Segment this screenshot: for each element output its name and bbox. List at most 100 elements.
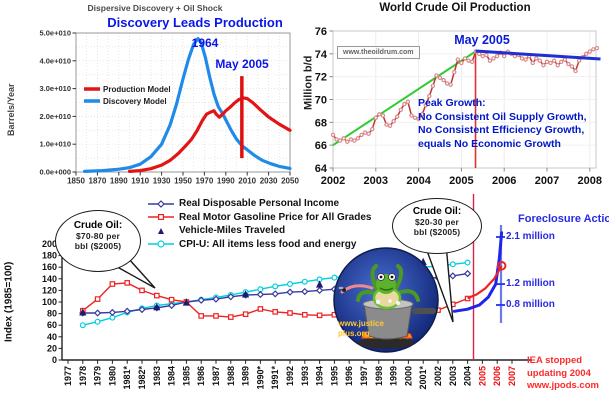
legend-item-cpiu: CPI-U: All items less food and energy <box>146 238 371 252</box>
fly-wing <box>338 286 344 290</box>
data-point-marker <box>302 311 308 318</box>
tick-label: 68 <box>315 117 327 129</box>
data-point-marker <box>123 307 131 315</box>
data-point-marker <box>559 59 564 65</box>
tick-label: 160 <box>42 262 57 272</box>
year-label: 1985 <box>181 366 191 386</box>
speech-bubble-tail <box>425 243 454 323</box>
data-point-marker <box>138 305 146 314</box>
year-label: 1980 <box>107 366 117 386</box>
data-point-marker <box>315 286 324 295</box>
data-point-marker <box>537 58 543 63</box>
data-point-marker <box>423 103 428 108</box>
tick-label: 2.0e+010 <box>40 112 72 121</box>
frog-left-pupil <box>379 275 383 279</box>
world-production-y-axis-label: Million b/d <box>302 55 315 111</box>
data-point-marker <box>168 296 175 303</box>
iea-footnote-line3: www.jpods.com <box>527 380 599 391</box>
data-point-marker <box>584 51 589 57</box>
tick-label: 1910 <box>131 177 149 186</box>
data-point-marker <box>271 290 279 298</box>
data-point-marker <box>256 290 265 299</box>
index-y-axis-label: Index (1985=100) <box>3 261 15 342</box>
legend-label-cpiu: CPI-U: All items less food and energy <box>179 238 357 250</box>
year-label: 2001* <box>418 366 428 390</box>
year-label: 2005 <box>477 366 487 386</box>
data-point-marker <box>519 56 525 61</box>
data-point-marker <box>452 69 457 75</box>
tick-label: 72 <box>315 72 327 84</box>
data-point-marker <box>272 309 279 315</box>
year-label: 2007 <box>507 366 517 386</box>
tick-label: 2002 <box>321 175 345 187</box>
data-point-marker <box>370 126 375 132</box>
tick-label: 74 <box>315 49 328 61</box>
gasoline-continuation-curve <box>467 265 503 300</box>
data-point-marker <box>94 296 101 302</box>
data-point-marker <box>287 281 294 288</box>
bubble1-title: Crude Oil: <box>73 220 123 231</box>
data-point-marker <box>591 47 596 52</box>
tick-label: 5.0e+010 <box>40 29 72 38</box>
foreclosure-title: Foreclosure Actions <box>518 213 609 225</box>
tick-label: 1870 <box>89 177 107 186</box>
data-point-marker <box>153 303 161 311</box>
tick-label: 180 <box>42 251 57 261</box>
year-label: 1998 <box>374 366 384 386</box>
series-line <box>82 36 292 173</box>
year-label: 2006 <box>492 366 502 386</box>
tick-label: 2003 <box>364 175 388 187</box>
data-point-marker <box>348 137 354 142</box>
legend-item-income: Real Disposable Personal Income <box>146 197 371 211</box>
bubble1-line2: $70-80 per <box>75 231 121 241</box>
tick-label: 2008 <box>578 175 602 187</box>
data-point-marker <box>462 56 468 61</box>
data-point-marker <box>391 118 396 124</box>
frog-left-leg <box>370 264 380 294</box>
legend-label-gasoline: Real Motor Gasoline Price for All Grades <box>179 211 372 223</box>
discovery-chart-plot: 0.0e+000 1.0e+010 2.0e+010 3.0e+010 4.0e+010… <box>40 29 300 186</box>
iea-footnote: IEA stopped updating 2004 www.jpods.com <box>527 355 599 393</box>
data-point-marker <box>167 301 176 310</box>
data-point-marker <box>587 49 592 54</box>
data-point-marker <box>377 112 382 117</box>
foreclosure-tick-1-2-million: 1.2 million <box>506 278 555 289</box>
foreclosure-tick-2-1-million: 2.1 million <box>506 231 555 242</box>
data-point-marker <box>573 68 578 74</box>
tick-label: 2010 <box>238 177 256 186</box>
vmt-legend-marker <box>158 227 164 234</box>
year-label: 1996 <box>344 366 354 386</box>
year-label: 1989 <box>241 366 251 386</box>
data-point-marker <box>331 274 338 281</box>
year-label: 1988 <box>226 366 236 386</box>
data-point-marker <box>337 138 343 143</box>
data-point-marker <box>387 123 393 128</box>
tick-label: 20 <box>47 343 57 353</box>
data-point-marker <box>594 45 600 51</box>
data-point-marker <box>437 75 443 81</box>
data-point-marker <box>228 314 234 320</box>
data-point-marker <box>212 295 220 303</box>
year-label: 2004 <box>463 366 473 386</box>
data-point-marker <box>444 81 450 86</box>
foreclosure-curve <box>452 231 504 313</box>
index-chart-legend: Real Disposable Personal Income Real Mot… <box>146 197 371 251</box>
pot-handle <box>412 308 436 314</box>
data-point-marker <box>491 56 496 61</box>
data-point-marker <box>334 137 339 142</box>
year-label: 1977 <box>63 366 73 386</box>
data-point-marker <box>242 290 250 298</box>
tick-label: 60 <box>47 320 57 330</box>
world-production-chart-panel: 64 66 68 70 72 74 76 2002 2003 2004 2005 2006 2007 20… <box>300 0 609 192</box>
data-point-marker <box>301 278 308 285</box>
year-label: 2003 <box>448 366 458 386</box>
tick-label: 2005 <box>449 175 473 187</box>
data-point-marker <box>469 59 475 65</box>
iea-footnote-line2: updating 2004 <box>527 367 591 379</box>
data-point-marker <box>158 214 165 221</box>
data-point-marker <box>182 298 190 306</box>
data-point-marker <box>373 115 379 120</box>
world-production-title: World Crude Oil Production <box>379 2 531 14</box>
